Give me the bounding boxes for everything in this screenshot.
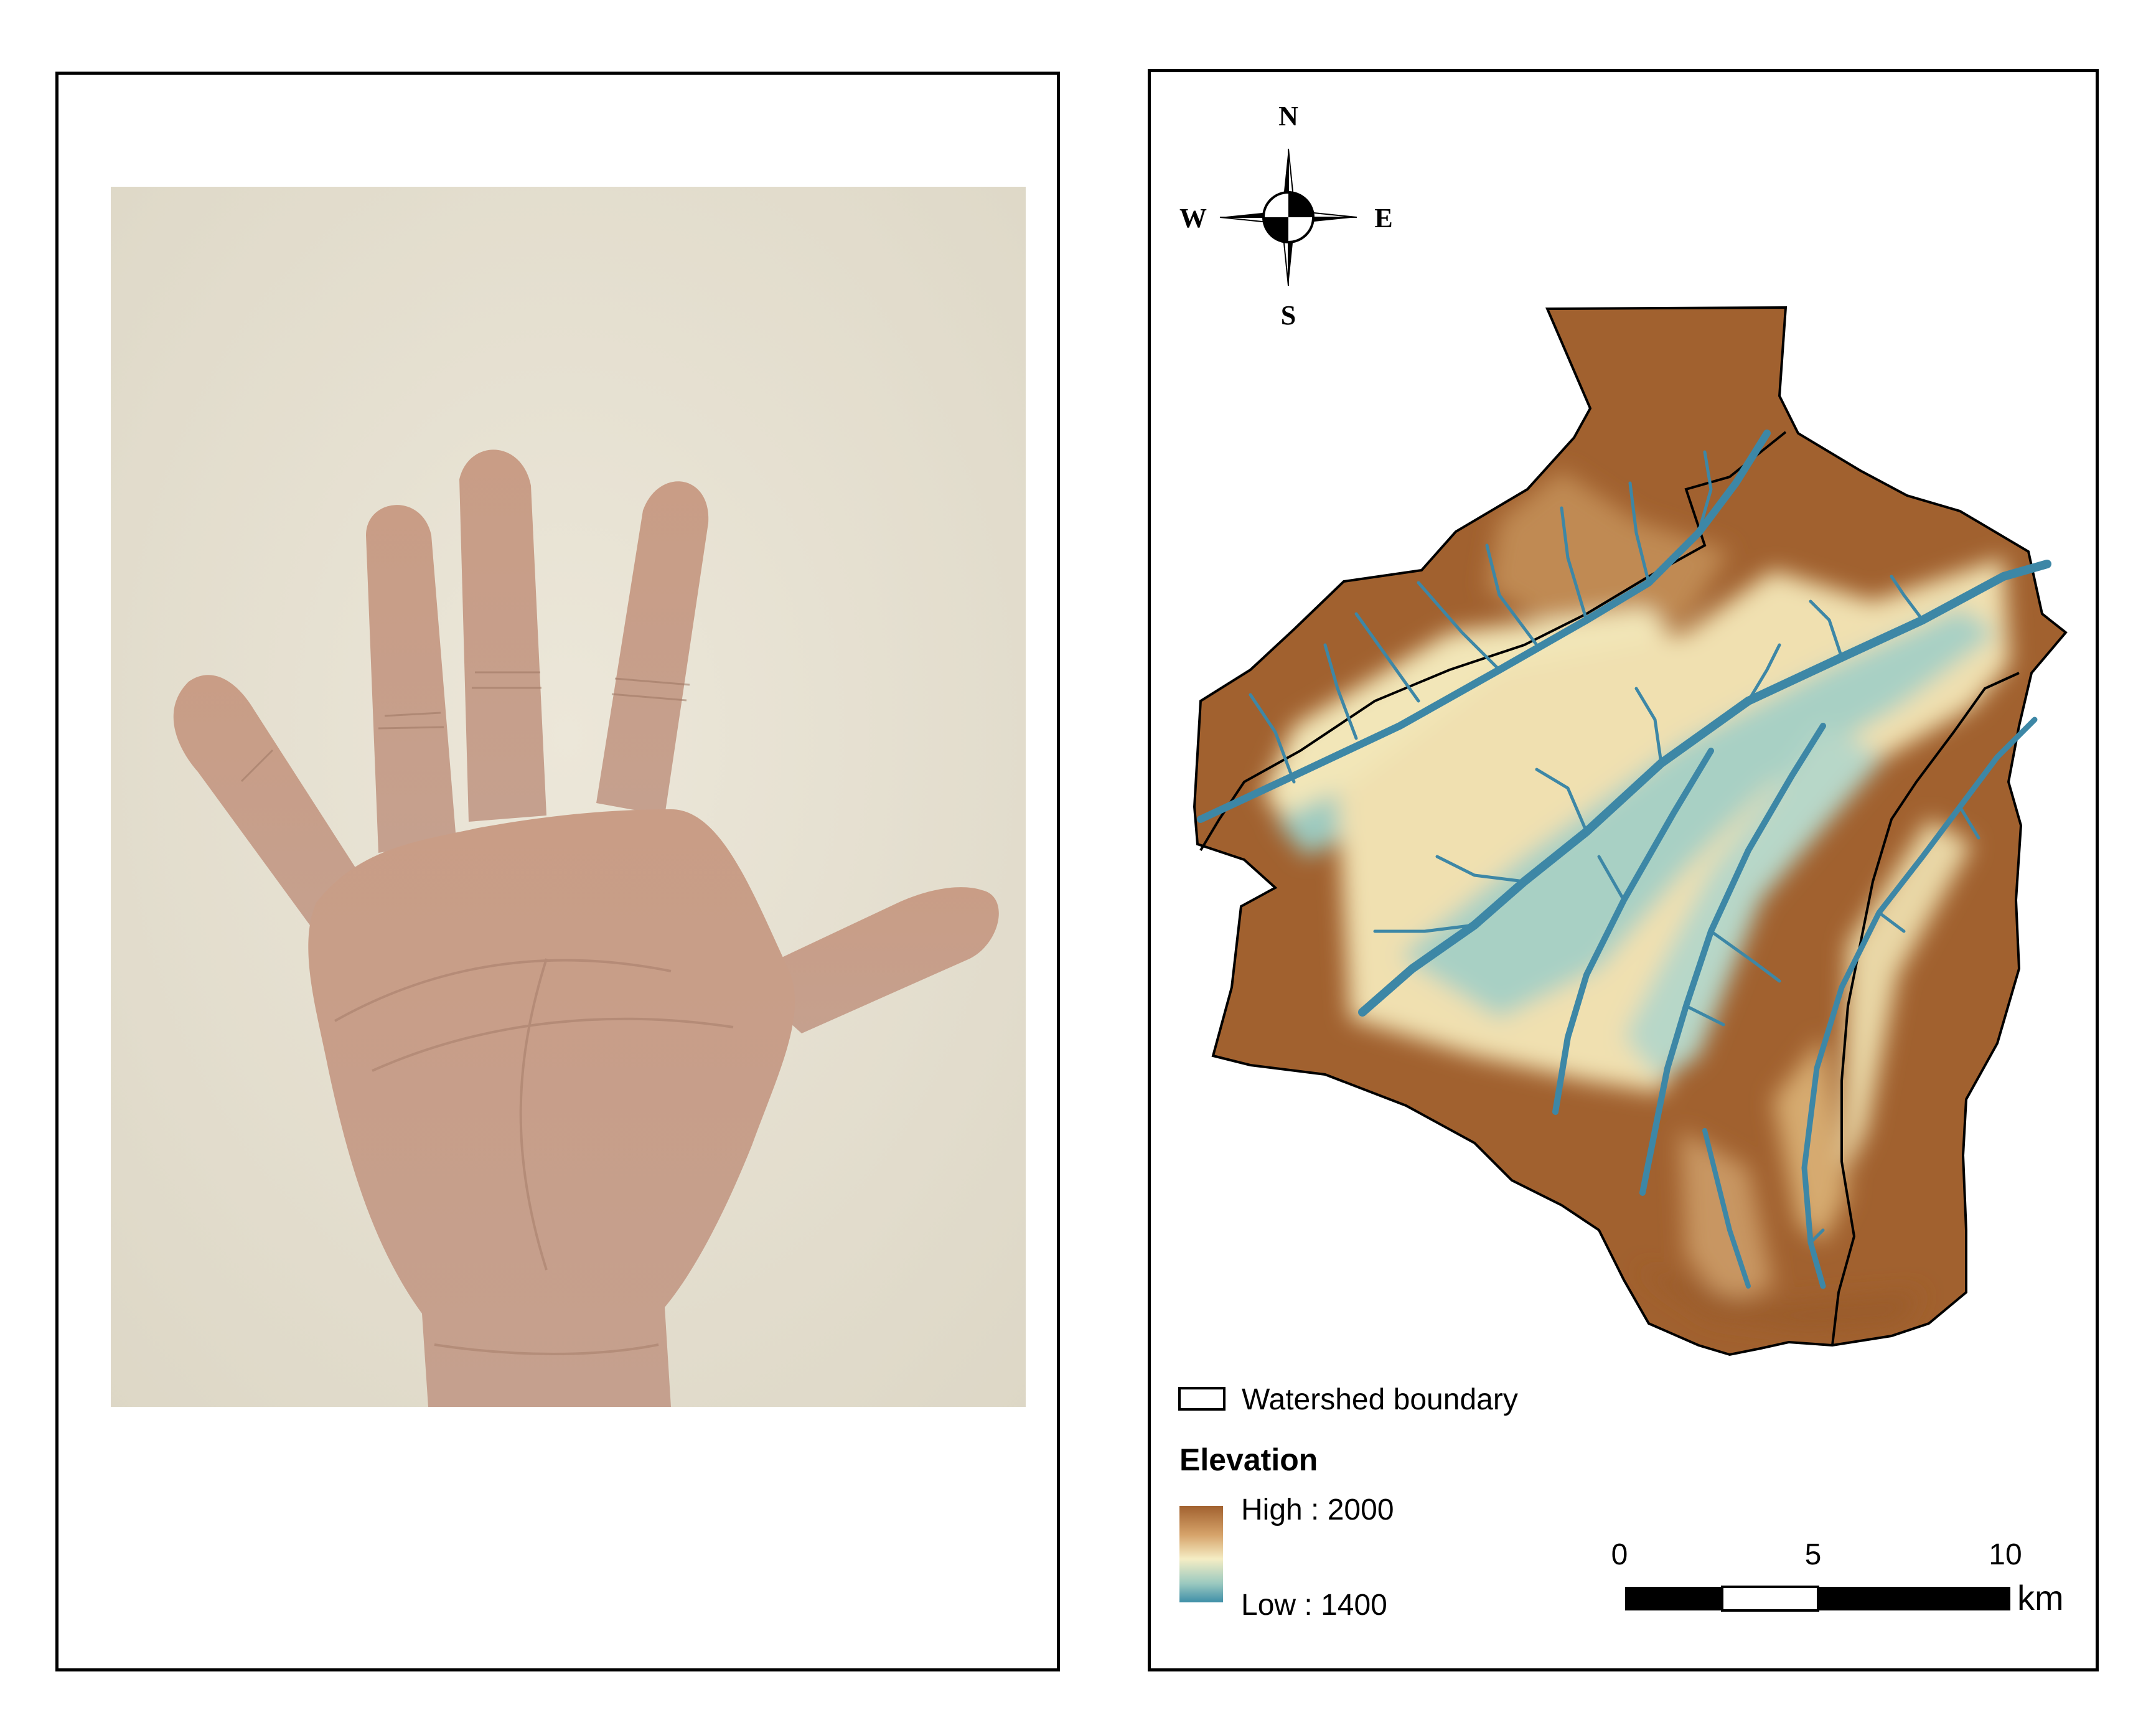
scalebar-tick-10: 10 [1989, 1538, 2022, 1571]
compass-n-label: N [1278, 101, 1298, 131]
compass-s-label: S [1281, 300, 1296, 331]
north-arrow-icon [1220, 149, 1357, 286]
legend: Watershed boundary Elevation High : 2000… [1179, 1383, 1518, 1622]
watershed-map-panel: N S W E [1148, 69, 2099, 1671]
compass-e-label: E [1374, 203, 1392, 233]
legend-title: Elevation [1179, 1442, 1318, 1477]
scalebar-tick-0: 0 [1611, 1538, 1628, 1571]
hand-photo [111, 187, 1026, 1407]
elevation-color-ramp [1179, 1506, 1223, 1602]
legend-boundary-label: Watershed boundary [1242, 1383, 1518, 1416]
legend-low-label: Low : 1400 [1241, 1589, 1387, 1622]
legend-boundary-swatch [1179, 1388, 1224, 1409]
compass-w-label: W [1179, 203, 1207, 233]
hand-photo-panel [55, 72, 1060, 1671]
watershed-map: N S W E [1151, 72, 2096, 1668]
scale-bar: 0 5 10 km [1611, 1538, 2064, 1617]
legend-high-label: High : 2000 [1241, 1493, 1394, 1526]
scalebar-tick-5: 5 [1805, 1538, 1822, 1571]
scalebar-unit: km [2017, 1578, 2064, 1617]
